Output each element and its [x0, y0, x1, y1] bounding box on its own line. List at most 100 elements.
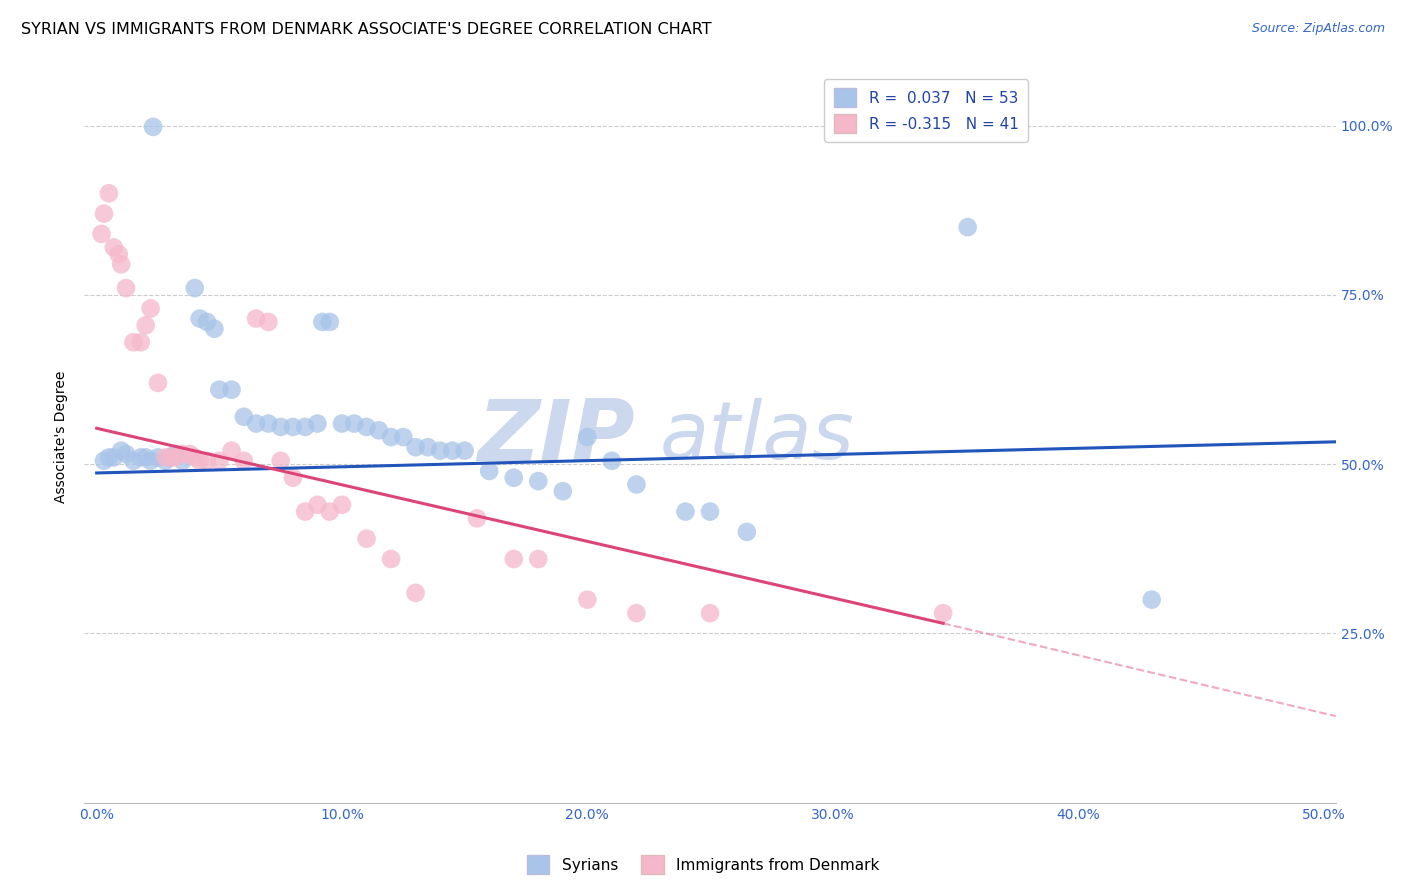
- Point: [122, 454, 145, 468]
- Point: [184, 450, 207, 465]
- Point: [956, 220, 979, 235]
- Point: [699, 606, 721, 620]
- Point: [97, 450, 120, 465]
- Point: [155, 454, 177, 468]
- Point: [159, 450, 181, 465]
- Point: [179, 447, 201, 461]
- Point: [626, 477, 648, 491]
- Point: [380, 552, 402, 566]
- Point: [208, 383, 231, 397]
- Point: [441, 443, 464, 458]
- Point: [294, 505, 316, 519]
- Point: [405, 440, 427, 454]
- Point: [294, 420, 316, 434]
- Point: [465, 511, 488, 525]
- Point: [311, 315, 333, 329]
- Point: [146, 450, 169, 465]
- Point: [356, 532, 378, 546]
- Legend: Syrians, Immigrants from Denmark: Syrians, Immigrants from Denmark: [520, 849, 886, 880]
- Point: [699, 505, 721, 519]
- Point: [93, 454, 115, 468]
- Point: [90, 227, 112, 241]
- Point: [367, 423, 389, 437]
- Point: [135, 450, 157, 465]
- Point: [172, 447, 194, 461]
- Point: [172, 454, 194, 468]
- Point: [155, 450, 177, 465]
- Point: [195, 315, 218, 329]
- Text: atlas: atlas: [659, 398, 855, 476]
- Point: [135, 318, 157, 333]
- Legend: R =  0.037   N = 53, R = -0.315   N = 41: R = 0.037 N = 53, R = -0.315 N = 41: [824, 79, 1028, 142]
- Point: [551, 484, 574, 499]
- Point: [527, 552, 550, 566]
- Point: [330, 417, 353, 431]
- Point: [165, 450, 187, 465]
- Point: [195, 454, 218, 468]
- Point: [208, 454, 231, 468]
- Point: [416, 440, 439, 454]
- Point: [478, 464, 501, 478]
- Point: [319, 505, 342, 519]
- Point: [188, 454, 211, 468]
- Point: [527, 474, 550, 488]
- Point: [188, 311, 211, 326]
- Point: [232, 454, 254, 468]
- Point: [356, 420, 378, 434]
- Point: [1140, 592, 1163, 607]
- Text: ZIP: ZIP: [477, 395, 636, 479]
- Point: [103, 240, 125, 254]
- Point: [675, 505, 697, 519]
- Point: [257, 315, 280, 329]
- Point: [103, 450, 125, 465]
- Point: [232, 409, 254, 424]
- Point: [281, 471, 304, 485]
- Point: [184, 281, 207, 295]
- Point: [281, 420, 304, 434]
- Text: Source: ZipAtlas.com: Source: ZipAtlas.com: [1251, 22, 1385, 36]
- Point: [453, 443, 475, 458]
- Point: [502, 471, 524, 485]
- Point: [600, 454, 623, 468]
- Point: [626, 606, 648, 620]
- Point: [129, 335, 152, 350]
- Point: [129, 450, 152, 465]
- Point: [343, 417, 366, 431]
- Point: [165, 447, 187, 461]
- Point: [139, 301, 162, 316]
- Point: [202, 322, 225, 336]
- Point: [576, 592, 599, 607]
- Point: [576, 430, 599, 444]
- Point: [146, 376, 169, 390]
- Point: [139, 454, 162, 468]
- Point: [110, 257, 132, 271]
- Point: [93, 206, 115, 220]
- Point: [159, 450, 181, 465]
- Point: [115, 281, 138, 295]
- Point: [142, 120, 165, 134]
- Point: [502, 552, 524, 566]
- Point: [270, 454, 292, 468]
- Point: [110, 443, 132, 458]
- Point: [245, 417, 267, 431]
- Point: [245, 311, 267, 326]
- Point: [380, 430, 402, 444]
- Point: [307, 498, 329, 512]
- Point: [735, 524, 758, 539]
- Point: [107, 247, 129, 261]
- Point: [115, 447, 138, 461]
- Point: [122, 335, 145, 350]
- Point: [221, 383, 243, 397]
- Y-axis label: Associate's Degree: Associate's Degree: [55, 371, 69, 503]
- Point: [392, 430, 415, 444]
- Text: SYRIAN VS IMMIGRANTS FROM DENMARK ASSOCIATE'S DEGREE CORRELATION CHART: SYRIAN VS IMMIGRANTS FROM DENMARK ASSOCI…: [21, 22, 711, 37]
- Point: [97, 186, 120, 201]
- Point: [429, 443, 451, 458]
- Point: [405, 586, 427, 600]
- Point: [270, 420, 292, 434]
- Point: [932, 606, 955, 620]
- Point: [221, 443, 243, 458]
- Point: [257, 417, 280, 431]
- Point: [319, 315, 342, 329]
- Point: [330, 498, 353, 512]
